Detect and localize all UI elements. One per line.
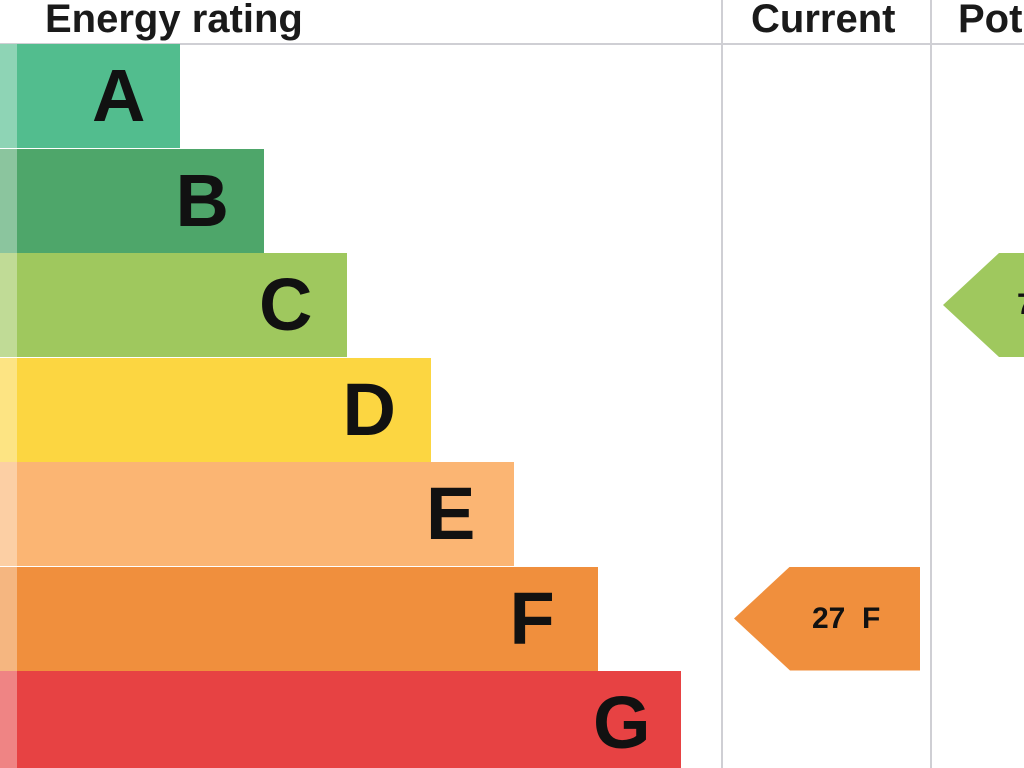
potential-header: Pot — [958, 0, 1023, 41]
band-g: G — [0, 671, 681, 768]
band-c-edge — [0, 253, 17, 357]
band-d-edge — [0, 357, 17, 462]
current-rating-arrow: 27 F — [734, 566, 920, 671]
band-g-edge — [0, 671, 17, 768]
band-f-letter: F — [509, 576, 555, 660]
band-b-letter: B — [175, 158, 229, 242]
band-a-edge — [0, 44, 17, 148]
band-a-letter: A — [92, 54, 146, 137]
band-a: A — [0, 44, 180, 148]
current-column-divider — [721, 0, 723, 768]
band-b-edge — [0, 148, 17, 253]
band-e-edge — [0, 462, 17, 566]
band-b: B — [0, 148, 264, 253]
band-f-edge — [0, 566, 17, 671]
current-rating-label: 27 F — [812, 601, 881, 635]
band-e-letter: E — [426, 472, 476, 555]
band-f: F — [0, 566, 598, 671]
current-header: Current — [751, 0, 896, 41]
band-c-letter: C — [259, 263, 313, 346]
band-e: E — [0, 462, 514, 566]
potential-column-divider — [930, 0, 932, 768]
band-g-letter: G — [593, 681, 651, 764]
band-c: C — [0, 253, 347, 357]
header-divider — [0, 43, 1024, 45]
potential-rating-label: 7 — [1017, 253, 1024, 357]
energy-rating-header: Energy rating — [45, 0, 303, 41]
potential-rating-arrow: 7 — [943, 253, 1024, 357]
band-d-letter: D — [342, 367, 396, 451]
band-d: D — [0, 357, 431, 462]
